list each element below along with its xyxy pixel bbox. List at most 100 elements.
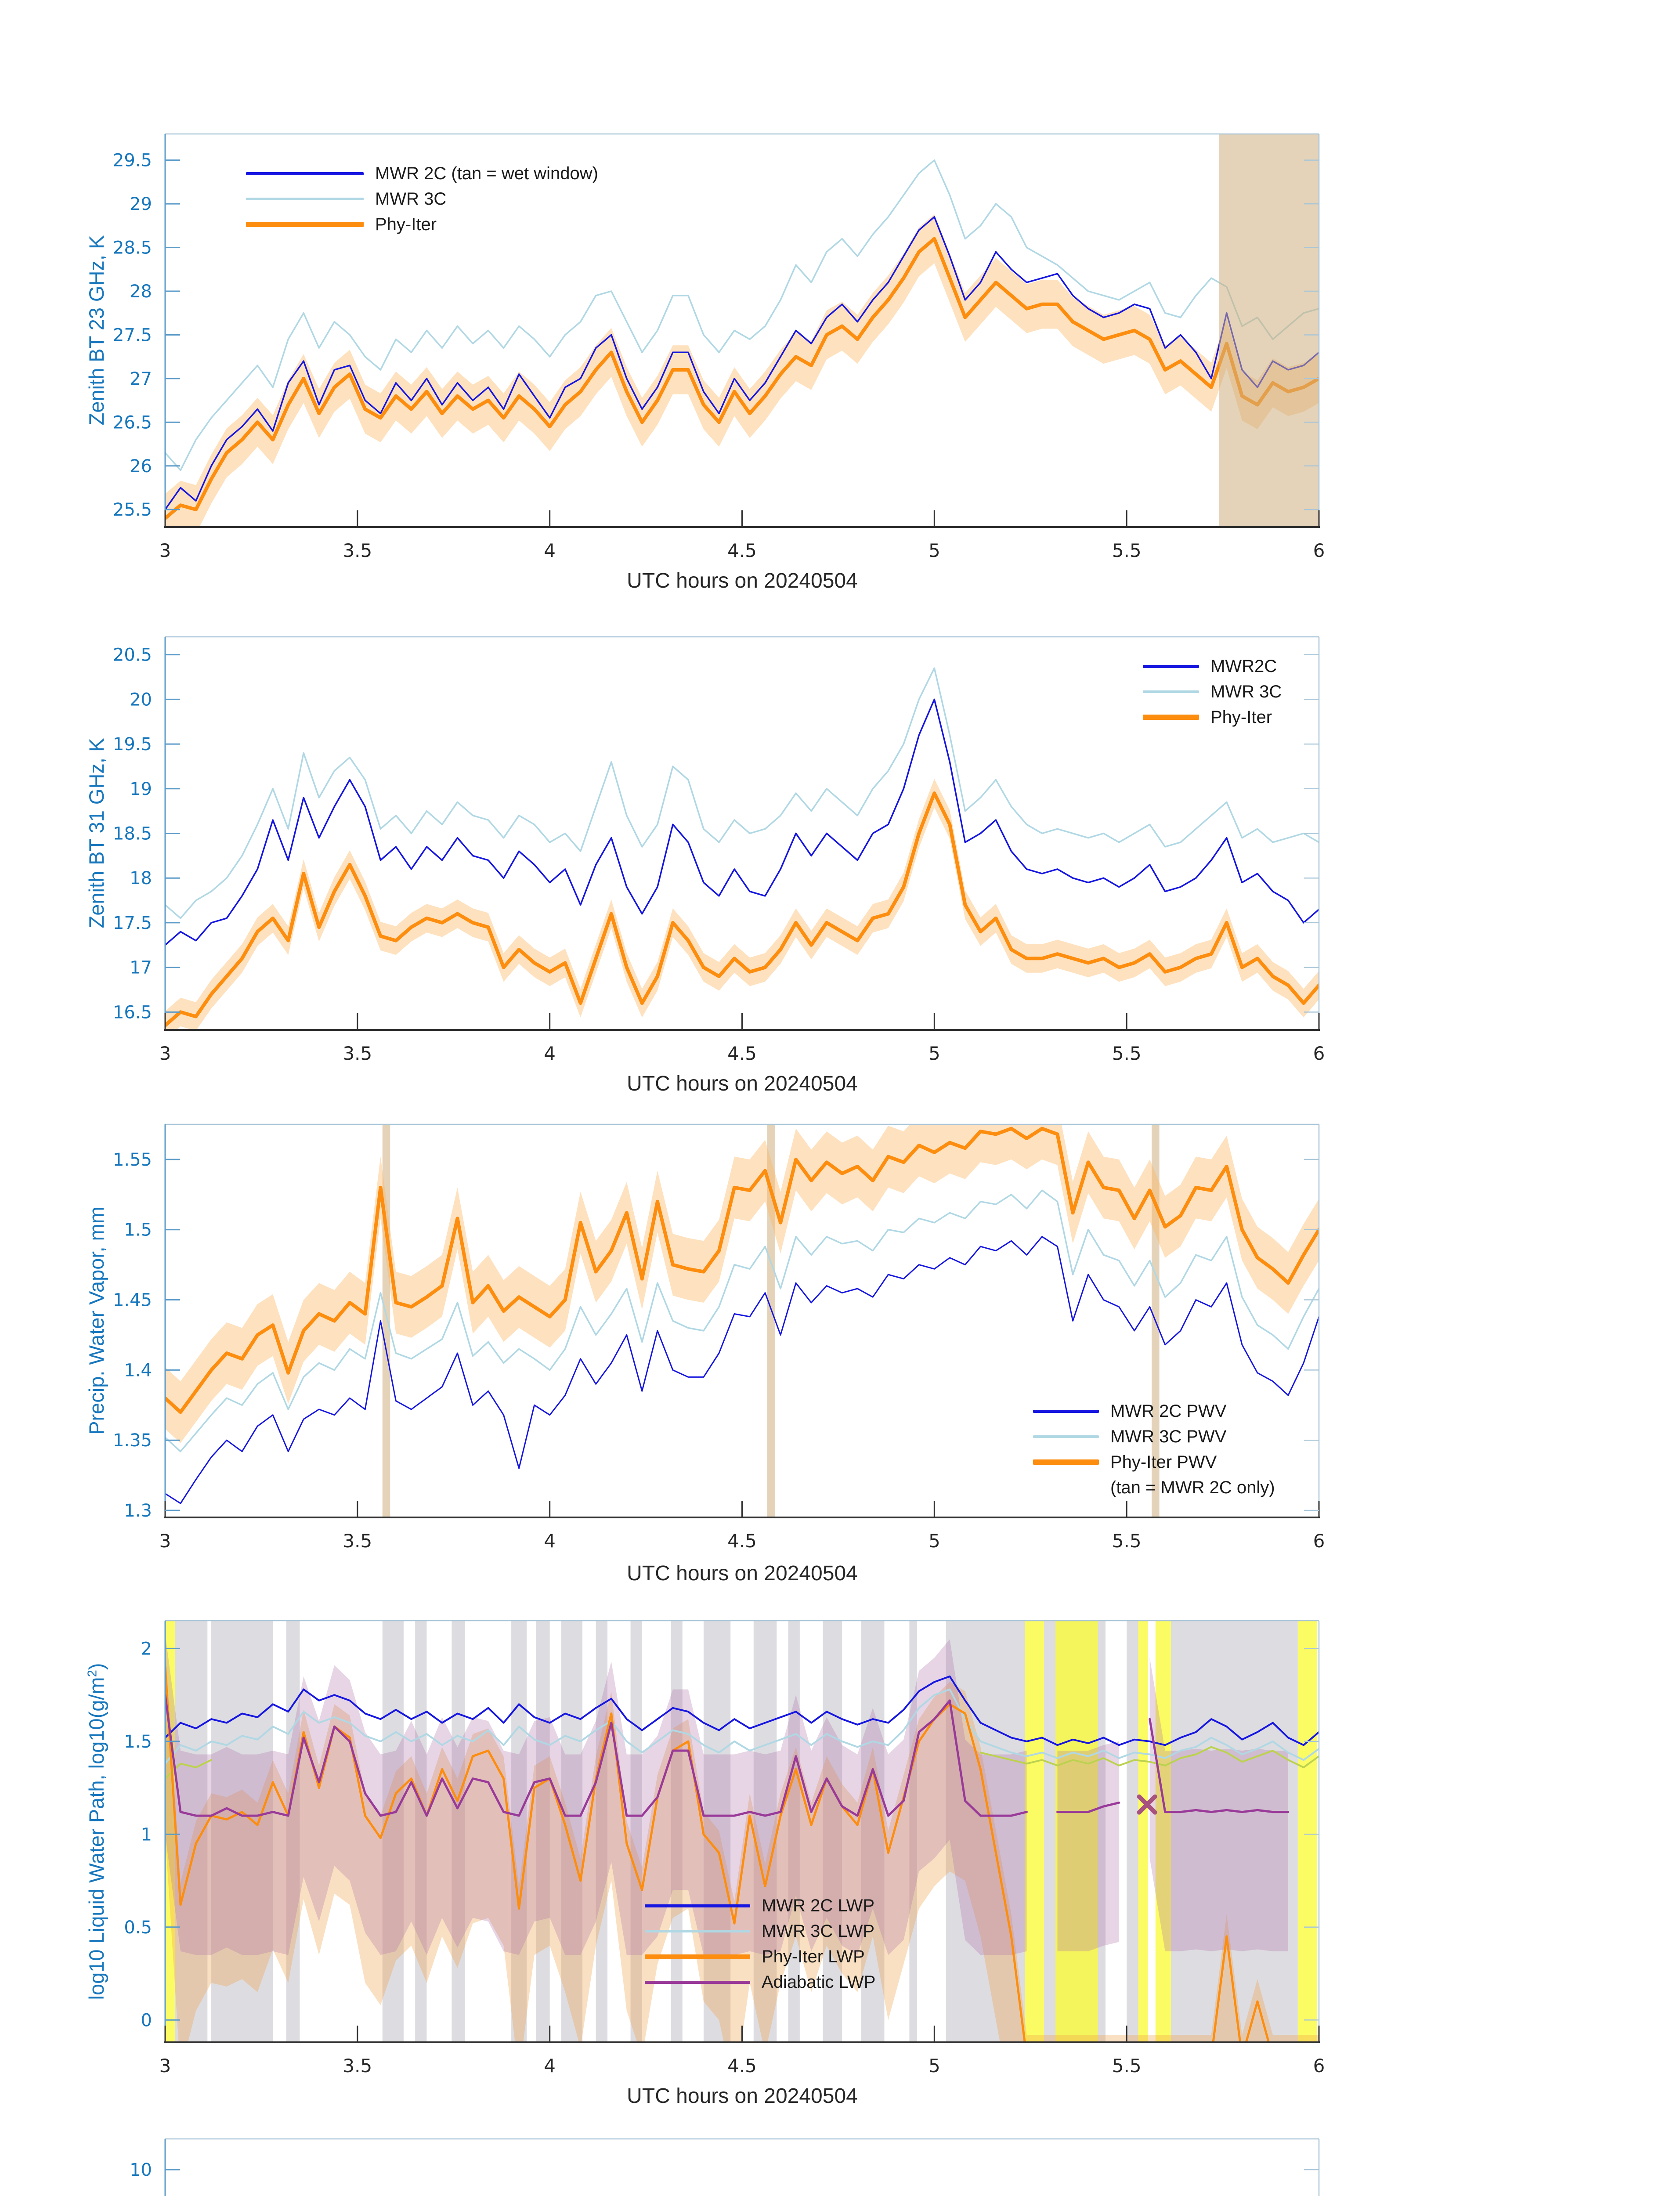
x-tick-label: 5 xyxy=(929,540,940,561)
x-tick-label: 6 xyxy=(1313,1043,1325,1064)
legend-swatch-mwr2c-lwp xyxy=(645,1904,750,1907)
x-tick-label: 6 xyxy=(1313,540,1325,561)
legend-swatch-mwr3c-lwp xyxy=(645,1930,750,1932)
y-tick-label: 19.5 xyxy=(113,734,152,755)
legend-swatch-phyiter xyxy=(1143,715,1199,720)
panel-1-plot-area xyxy=(165,134,1319,527)
panel4-ylabel-text: log10 Liquid Water Path, log10(g/m xyxy=(85,1677,108,2000)
y-tick-label: 1.4 xyxy=(124,1360,152,1380)
legend-row: (tan = MWR 2C only) xyxy=(1033,1475,1275,1500)
legend-swatch-phyiter-pwv xyxy=(1033,1459,1099,1465)
x-tick-label: 3 xyxy=(159,2055,171,2077)
x-tick-label: 4.5 xyxy=(727,1530,757,1552)
panel3-xlabel: UTC hours on 20240504 xyxy=(627,1562,858,1585)
mwr-2c-lwp-line xyxy=(165,1675,1319,1746)
mwr-3c-lwp-line xyxy=(165,1688,1319,1765)
yellow-band xyxy=(1055,1621,1098,2042)
legend-row: Phy-Iter PWV xyxy=(1033,1449,1275,1475)
x-tick-label: 3.5 xyxy=(343,1043,372,1064)
y-tick-label: 17 xyxy=(130,958,152,978)
gray-band xyxy=(511,1621,527,2042)
x-tick-label: 4 xyxy=(544,1043,556,1064)
legend-label: MWR2C xyxy=(1210,656,1277,676)
gray-band xyxy=(909,1621,917,2042)
legend-label: MWR 2C PWV xyxy=(1110,1401,1227,1421)
legend-swatch-mwr3c xyxy=(246,198,364,200)
gray-band xyxy=(211,1621,273,2042)
legend-row: MWR 3C LWP xyxy=(645,1918,875,1944)
gray-band xyxy=(452,1621,466,2042)
legend-swatch-phyiter xyxy=(246,222,364,227)
gray-band xyxy=(536,1621,550,2042)
panel-4-plot-area xyxy=(165,1621,1319,2042)
panel-5-axes: 33.544.555.560246810 xyxy=(130,2138,1320,2196)
legend-swatch-mwr2c xyxy=(1143,665,1199,668)
panel-3-plot-area xyxy=(165,1124,1319,1517)
adiabatic-lwp-envelope xyxy=(1057,1741,1119,1951)
legend-swatch-mwr3c-pwv xyxy=(1033,1435,1099,1438)
x-tick-label: 3.5 xyxy=(343,540,372,561)
mwr-3c-line xyxy=(165,667,1319,919)
adiabatic-lwp-line xyxy=(1056,1801,1120,1813)
legend-label: Adiabatic LWP xyxy=(762,1972,876,1992)
y-tick-label: 16.5 xyxy=(113,1002,152,1022)
phy-iter-envelope xyxy=(165,214,1319,527)
panel1-ylabel: Zenith BT 23 GHz, K xyxy=(85,235,108,426)
yellow-band xyxy=(165,1621,175,2042)
y-tick-label: 1.5 xyxy=(124,1220,152,1240)
legend-row: Phy-Iter xyxy=(246,212,598,237)
legend-swatch-mwr2c-pwv xyxy=(1033,1409,1099,1413)
legend-label: Phy-Iter xyxy=(1210,707,1272,727)
yellow-band xyxy=(1138,1621,1148,2042)
panel1-xlabel: UTC hours on 20240504 xyxy=(627,569,858,592)
legend-row: MWR 3C PWV xyxy=(1033,1424,1275,1449)
y-tick-label: 20.5 xyxy=(113,645,152,665)
y-tick-label: 25.5 xyxy=(113,500,152,520)
mwr-2c-pwv-line xyxy=(165,1236,1319,1504)
panel4-ylabel-close: ) xyxy=(85,1663,108,1670)
legend-swatch-mwr3c xyxy=(1143,690,1199,693)
panel2-legend: MWR2C MWR 3C Phy-Iter xyxy=(1143,654,1282,730)
x-tick-label: 5.5 xyxy=(1112,2055,1142,2077)
phy-iter-line xyxy=(165,791,1319,1027)
legend-label: MWR 2C (tan = wet window) xyxy=(375,163,598,183)
y-tick-label: 28 xyxy=(130,282,152,302)
legend-row: MWR 2C (tan = wet window) xyxy=(246,161,598,186)
yellow-band xyxy=(1025,1621,1044,2042)
y-tick-label: 1.3 xyxy=(124,1501,152,1521)
mwr-3c-line xyxy=(165,159,1319,471)
x-tick-label: 3.5 xyxy=(343,1530,372,1552)
legend-swatch-adiabatic-lwp xyxy=(645,1980,750,1984)
legend-label: Phy-Iter LWP xyxy=(762,1947,865,1966)
phy-iter-envelope xyxy=(165,779,1319,1030)
x-tick-label: 3 xyxy=(159,1043,171,1064)
x-tick-label: 6 xyxy=(1313,1530,1325,1552)
legend-label: (tan = MWR 2C only) xyxy=(1110,1477,1275,1497)
y-tick-label: 18 xyxy=(130,868,152,889)
x-tick-label: 5.5 xyxy=(1112,1530,1142,1552)
gray-band xyxy=(1127,1621,1138,2042)
gray-band xyxy=(788,1621,800,2042)
legend-swatch-phyiter-lwp xyxy=(645,1954,750,1959)
panel-2-axes: 3 3.5 4 4.5 5 5.5 6 16.5 17 17.5 18 18.5 19 19.5 20 20.… xyxy=(113,636,1325,1064)
adiabatic-lwp-envelope xyxy=(165,1633,1027,1955)
adiabatic-lwp-line xyxy=(1149,1718,1290,1813)
y-tick-label: 2 xyxy=(141,1639,152,1659)
y-tick-label: 18.5 xyxy=(113,824,152,844)
gray-band xyxy=(415,1621,427,2042)
panel2-ylabel: Zenith BT 31 GHz, K xyxy=(85,738,108,928)
legend-row: Phy-Iter LWP xyxy=(645,1944,875,1969)
y-tick-label: 10 xyxy=(130,2160,152,2180)
gray-band xyxy=(382,1621,404,2042)
y-tick-label: 27 xyxy=(130,369,152,389)
panel1-legend: MWR 2C (tan = wet window) MWR 3C Phy-Ite… xyxy=(246,161,598,237)
yellow-band xyxy=(1297,1621,1317,2042)
panel4-ylabel-sup: 2 xyxy=(85,1670,100,1677)
qc-green-line-line xyxy=(979,1746,1319,1769)
x-tick-label: 3 xyxy=(159,540,171,561)
phy-iter-pwv-envelope xyxy=(165,1124,1319,1443)
legend-row: Adiabatic LWP xyxy=(645,1969,875,1995)
x-tick-label: 4 xyxy=(544,540,556,561)
legend-row: MWR 2C LWP xyxy=(645,1893,875,1918)
panel-3-axes: 3 3.5 4 4.5 5 5.5 6 1.3 1.35 1.4 1.45 1.5 1.55 xyxy=(113,1123,1325,1552)
